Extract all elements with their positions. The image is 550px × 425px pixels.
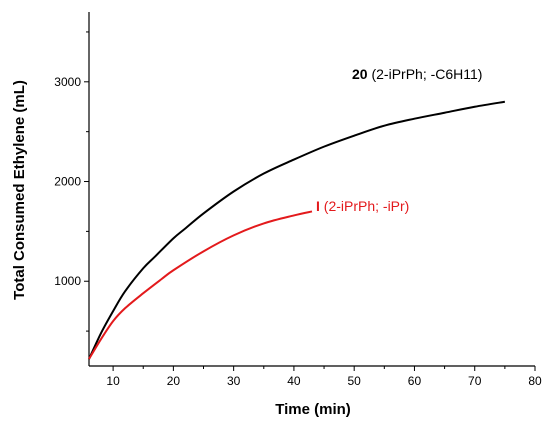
x-tick-label: 70 <box>468 374 482 388</box>
ticks: 10 20 30 40 50 60 70 80 1000 2000 3000 <box>54 31 542 388</box>
series-line-0 <box>88 100 506 360</box>
x-tick-label: 80 <box>528 374 542 388</box>
axes <box>88 12 535 367</box>
series-line-1 <box>88 210 313 360</box>
x-tick-label: 60 <box>408 374 422 388</box>
y-tick-label: 1000 <box>54 274 81 288</box>
series-label-i: I (2-iPrPh; -iPr) <box>316 198 409 214</box>
y-tick-label: 2000 <box>54 175 81 189</box>
x-axis-title: Time (min) <box>275 401 351 418</box>
y-axis-title: Total Consumed Ethylene (mL) <box>11 80 28 300</box>
x-tick-label: 10 <box>106 374 120 388</box>
series-label-20: 20 (2-iPrPh; -C6H11) <box>352 66 482 82</box>
series-label-20-rest: (2-iPrPh; -C6H11) <box>368 66 483 82</box>
x-tick-label: 50 <box>348 374 362 388</box>
x-tick-label: 40 <box>287 374 301 388</box>
series-label-20-bold: 20 <box>352 66 368 82</box>
x-tick-label: 30 <box>227 374 241 388</box>
series-label-i-rest: (2-iPrPh; -iPr) <box>320 198 409 214</box>
series-lines <box>88 100 506 360</box>
y-tick-label: 3000 <box>54 75 81 89</box>
series-label-i-bold: I <box>316 198 320 214</box>
x-tick-label: 20 <box>167 374 181 388</box>
